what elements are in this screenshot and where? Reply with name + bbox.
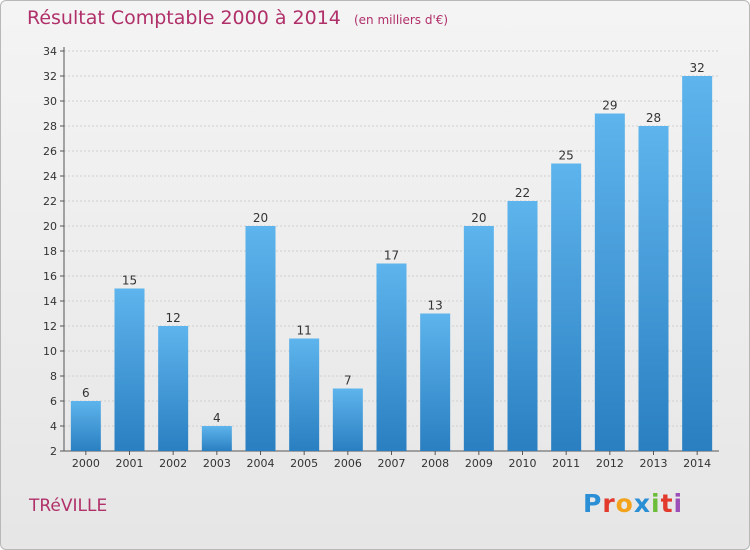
value-label: 29	[602, 99, 617, 113]
bar-2014	[682, 76, 713, 451]
bar-2012	[594, 113, 625, 451]
y-tick-label: 30	[43, 95, 57, 108]
logo-letter: P	[583, 489, 603, 518]
x-tick-label: 2012	[596, 457, 624, 470]
value-label: 4	[213, 411, 221, 425]
bar-2006	[332, 388, 363, 451]
logo-letter: r	[602, 489, 616, 518]
y-tick-label: 26	[43, 145, 57, 158]
proxiti-logo: Proxiti	[583, 489, 683, 518]
x-tick-label: 2002	[159, 457, 187, 470]
bar-2010	[507, 201, 538, 451]
title-unit: (en milliers d'€)	[353, 13, 449, 27]
x-tick-label: 2003	[203, 457, 231, 470]
title-main: Résultat Comptable 2000 à 2014	[27, 7, 341, 29]
bar-2004	[245, 226, 276, 451]
value-label: 15	[122, 274, 137, 288]
chart-title: Résultat Comptable 2000 à 2014 (en milli…	[27, 7, 448, 29]
value-label: 17	[384, 249, 399, 263]
value-label: 20	[471, 211, 486, 225]
value-label: 6	[82, 386, 90, 400]
y-tick-label: 8	[50, 370, 57, 383]
y-tick-label: 20	[43, 220, 57, 233]
x-tick-label: 2005	[290, 457, 318, 470]
value-label: 12	[166, 311, 181, 325]
logo-letter: x	[633, 489, 651, 518]
x-tick-label: 2007	[378, 457, 406, 470]
bar-2009	[463, 226, 494, 451]
value-label: 22	[515, 186, 530, 200]
bar-2007	[376, 263, 407, 451]
x-tick-label: 2000	[72, 457, 100, 470]
bar-2011	[551, 163, 582, 451]
y-tick-label: 18	[43, 245, 57, 258]
y-tick-label: 16	[43, 270, 57, 283]
x-tick-label: 2006	[334, 457, 362, 470]
y-tick-label: 2	[50, 445, 57, 458]
bar-2001	[114, 288, 145, 451]
bar-2003	[201, 426, 232, 451]
x-tick-label: 2014	[683, 457, 711, 470]
x-tick-label: 2004	[247, 457, 275, 470]
logo-letter: t	[660, 489, 674, 518]
commune-name: TRéVILLE	[29, 496, 108, 516]
x-tick-label: 2010	[509, 457, 537, 470]
y-tick-label: 6	[50, 395, 57, 408]
y-tick-label: 12	[43, 320, 57, 333]
x-tick-label: 2009	[465, 457, 493, 470]
y-tick-label: 10	[43, 345, 57, 358]
value-label: 20	[253, 211, 268, 225]
value-label: 11	[297, 324, 312, 338]
value-label: 13	[428, 299, 443, 313]
y-tick-label: 32	[43, 70, 57, 83]
y-tick-label: 14	[43, 295, 57, 308]
value-label: 7	[344, 374, 352, 388]
bar-2000	[70, 401, 101, 451]
bar-2008	[420, 313, 451, 451]
y-tick-label: 28	[43, 120, 57, 133]
value-label: 28	[646, 111, 661, 125]
x-tick-label: 2001	[116, 457, 144, 470]
value-label: 32	[690, 61, 705, 75]
value-label: 25	[559, 149, 574, 163]
logo-letter: o	[615, 489, 634, 518]
bar-2013	[638, 126, 669, 451]
x-tick-label: 2011	[552, 457, 580, 470]
y-tick-label: 34	[43, 45, 57, 58]
x-tick-label: 2008	[421, 457, 449, 470]
y-tick-label: 24	[43, 170, 57, 183]
y-tick-label: 4	[50, 420, 57, 433]
logo-letter: i	[651, 489, 661, 518]
bar-2002	[158, 326, 189, 451]
y-tick-label: 22	[43, 195, 57, 208]
logo-letter: i	[673, 489, 684, 518]
x-tick-label: 2013	[640, 457, 668, 470]
bar-2005	[289, 338, 320, 451]
